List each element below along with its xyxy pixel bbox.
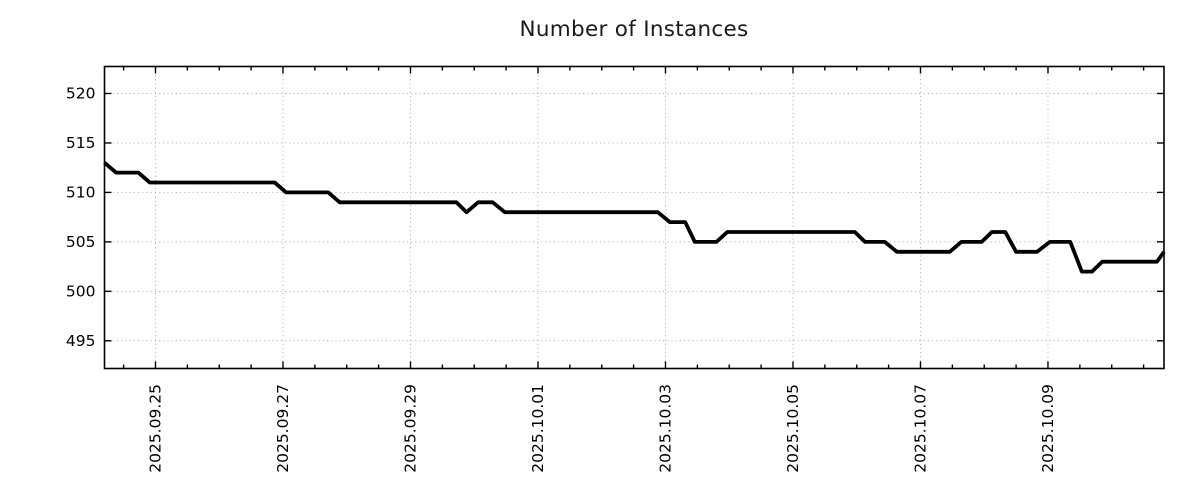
- svg-text:2025.10.01: 2025.10.01: [529, 384, 547, 473]
- svg-text:495: 495: [66, 332, 96, 350]
- svg-text:505: 505: [66, 233, 96, 251]
- chart-title: Number of Instances: [519, 17, 749, 42]
- svg-text:515: 515: [66, 134, 96, 152]
- svg-text:2025.10.09: 2025.10.09: [1039, 384, 1057, 473]
- svg-text:2025.10.07: 2025.10.07: [911, 384, 929, 473]
- svg-text:510: 510: [66, 183, 96, 201]
- svg-text:520: 520: [66, 85, 96, 103]
- svg-text:2025.09.27: 2025.09.27: [274, 384, 292, 473]
- svg-text:500: 500: [66, 282, 96, 300]
- svg-text:2025.10.03: 2025.10.03: [656, 384, 674, 473]
- grid-lines: [104, 66, 1164, 369]
- plot-frame: [103, 65, 1165, 370]
- svg-text:2025.09.25: 2025.09.25: [146, 384, 164, 473]
- y-tick-labels: 495 500 505 510 515 520: [66, 85, 96, 350]
- svg-text:2025.10.05: 2025.10.05: [784, 384, 802, 473]
- x-tick-labels: 2025.09.25 2025.09.27 2025.09.29 2025.10.01…: [146, 384, 1056, 473]
- svg-text:2025.09.29: 2025.09.29: [401, 384, 419, 473]
- tick-marks: [104, 66, 1164, 369]
- series-line: [103, 161, 1166, 274]
